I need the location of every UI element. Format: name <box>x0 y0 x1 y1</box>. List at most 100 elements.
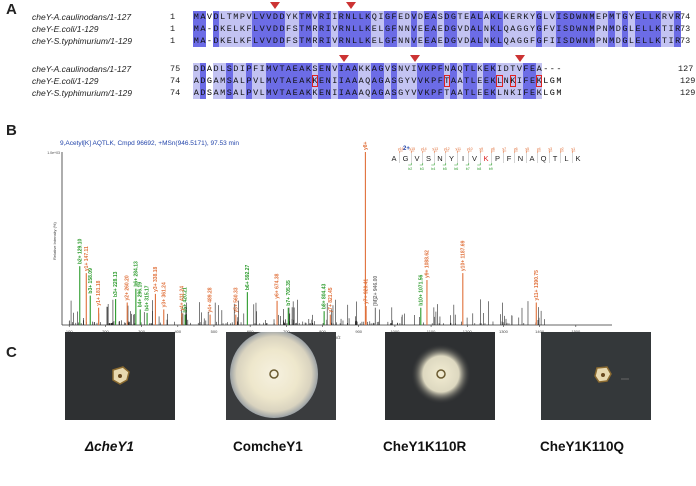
residue: R <box>338 23 345 35</box>
residue: E <box>397 11 404 23</box>
peptide-residue: F <box>507 154 512 163</box>
residue: R <box>674 23 681 35</box>
sequence-end-position: 74 <box>680 12 691 22</box>
b-ion-tick <box>442 163 447 166</box>
residue: P <box>245 63 253 75</box>
residue: I <box>555 11 563 23</box>
residue: P <box>430 75 437 87</box>
residue: A <box>206 64 213 74</box>
residue: E <box>225 35 233 47</box>
x-tick-label: 1100 <box>427 329 436 334</box>
residue: N <box>601 23 609 35</box>
residue: A <box>232 75 240 87</box>
residue: K <box>535 75 543 87</box>
residue: K <box>311 75 319 87</box>
residue: R <box>311 23 319 35</box>
sequence-start-position: 74 <box>170 88 181 98</box>
residue: R <box>674 11 681 23</box>
residue: V <box>417 87 424 99</box>
residue: A <box>344 75 352 87</box>
residue: L <box>476 35 484 47</box>
residue: A <box>357 75 365 87</box>
plate-image-chey1k110q <box>541 332 651 420</box>
residue: V <box>410 11 418 23</box>
y-ion-label: y12 <box>444 147 450 151</box>
residue: N <box>404 23 411 35</box>
residue: N <box>344 23 352 35</box>
residue: A <box>371 75 378 87</box>
b-ion-tick <box>408 163 412 166</box>
peak-label: y5+ 560.33 <box>233 287 239 312</box>
residue: E <box>423 23 431 35</box>
residue: R <box>318 23 325 35</box>
residue: K <box>489 63 497 75</box>
x-tick-label: 1300 <box>499 329 509 334</box>
modification-marker <box>410 55 420 62</box>
residue: L <box>641 23 648 35</box>
y-ion-tick <box>491 150 495 153</box>
residue: R <box>318 35 325 47</box>
residue: E <box>483 75 490 87</box>
residue: P <box>430 63 437 75</box>
residue: Y <box>628 11 635 23</box>
residue: L <box>496 87 503 99</box>
residue: G <box>549 88 555 98</box>
residue: M <box>305 11 312 23</box>
residue: D <box>502 63 510 75</box>
residue: A <box>298 75 306 87</box>
residue: E <box>225 23 233 35</box>
y-ion-label: y6 <box>514 147 518 151</box>
residue: M <box>265 63 273 75</box>
residue: V <box>667 11 675 23</box>
residue: W <box>575 35 583 47</box>
residue: A <box>285 63 292 75</box>
y-ion-label: y14 <box>421 147 427 151</box>
residue: D <box>193 63 200 75</box>
b-ion-label: b9 <box>489 167 493 171</box>
residue: L <box>239 87 246 99</box>
sequence-row: MAVDLTMPVLVVDDYKTMVRIIRNLLKQIGFEDVDEASDG… <box>193 11 681 23</box>
residue: F <box>390 11 398 23</box>
b-ion-label: b2 <box>408 167 412 171</box>
residue: M <box>305 23 312 35</box>
residue: E <box>634 35 642 47</box>
residue: D <box>199 63 207 75</box>
residue: A <box>298 63 306 75</box>
residue: R <box>516 11 523 23</box>
y-ion-tick <box>399 150 403 153</box>
residue: S <box>206 88 213 98</box>
x-tick-label: 400 <box>174 329 181 334</box>
residue: D <box>272 23 279 35</box>
residue: D <box>417 11 424 23</box>
y-ion-label: y15 <box>409 147 415 151</box>
residue: V <box>258 35 266 47</box>
residue: K <box>489 23 497 35</box>
residue: Q <box>364 75 372 87</box>
residue: D <box>443 35 451 47</box>
residue: K <box>305 75 312 87</box>
x-tick-label: 900 <box>355 329 362 334</box>
residue: D <box>232 63 240 75</box>
residue: E <box>595 11 602 23</box>
residue: V <box>384 63 391 75</box>
residue: P <box>595 35 602 47</box>
residue: K <box>364 23 372 35</box>
residue: D <box>212 11 220 23</box>
residue: V <box>549 23 556 35</box>
residue: V <box>252 75 259 87</box>
residue: L <box>258 87 266 99</box>
residue: A <box>199 11 207 23</box>
residue: I <box>331 87 339 99</box>
residue: K <box>423 63 431 75</box>
residue: A <box>450 75 457 87</box>
residue: V <box>258 23 266 35</box>
residue: - <box>206 24 213 34</box>
residue: V <box>456 35 464 47</box>
residue: A <box>456 87 464 99</box>
sequence-start-position: 1 <box>170 24 176 34</box>
plate-label-chey1k110r: CheY1K110R <box>383 439 467 454</box>
residue: N <box>344 11 352 23</box>
residue: L <box>542 11 550 23</box>
residue: K <box>489 11 497 23</box>
residue: I <box>338 75 345 87</box>
